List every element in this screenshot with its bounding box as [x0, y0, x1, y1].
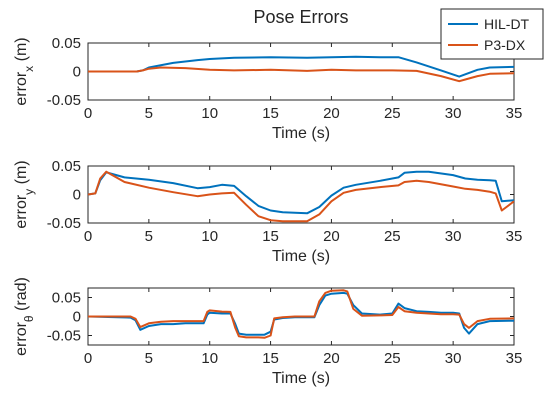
series-line-p3-dx-y: [88, 170, 514, 223]
y-tick-label-theta: -0.05: [47, 328, 81, 345]
legend-box: [440, 8, 544, 60]
y-tick-label-x: -0.05: [47, 92, 81, 109]
y-tick-label-x: 0.05: [52, 35, 81, 52]
figure-title: Pose Errors: [253, 7, 348, 27]
series-line-hil-dt-x: [88, 55, 514, 78]
x-tick-label-y: 15: [262, 228, 279, 245]
legend-label-hil-dt: HIL-DT: [484, 16, 530, 32]
x-tick-label-x: 15: [262, 105, 279, 122]
x-tick-label-theta: 0: [84, 350, 92, 367]
y-tick-label-x: 0: [73, 64, 81, 81]
x-tick-label-y: 30: [445, 228, 462, 245]
series-group-y: [88, 170, 514, 223]
x-tick-label-x: 35: [506, 105, 523, 122]
y-tick-label-y: 0: [73, 187, 81, 204]
x-tick-label-x: 0: [84, 105, 92, 122]
y-axis-label-x: errorx (m): [13, 37, 36, 105]
x-tick-label-theta: 30: [445, 350, 462, 367]
y-tick-label-y: 0.05: [52, 158, 81, 175]
x-tick-label-y: 5: [145, 228, 153, 245]
y-tick-label-theta: 0.05: [52, 290, 81, 307]
x-tick-label-y: 0: [84, 228, 92, 245]
x-tick-label-x: 20: [323, 105, 340, 122]
series-line-p3-dx-theta: [88, 289, 514, 339]
y-tick-label-theta: 0: [73, 309, 81, 326]
x-tick-label-theta: 25: [384, 350, 401, 367]
x-tick-label-theta: 35: [506, 350, 523, 367]
y-axis-label-theta: errorθ (rad): [13, 277, 36, 356]
x-axis-label-y: Time (s): [272, 248, 330, 265]
legend-item-p3-dx: P3-DX: [448, 37, 526, 53]
series-line-hil-dt-y: [88, 170, 514, 215]
x-tick-label-theta: 10: [201, 350, 218, 367]
x-tick-label-x: 5: [145, 105, 153, 122]
x-tick-label-theta: 20: [323, 350, 340, 367]
series-line-p3-dx-x: [88, 66, 514, 83]
legend-label-p3-dx: P3-DX: [484, 37, 526, 53]
x-tick-label-y: 10: [201, 228, 218, 245]
x-axis-label-x: Time (s): [272, 125, 330, 142]
legend-item-hil-dt: HIL-DT: [448, 16, 530, 32]
x-tick-label-y: 20: [323, 228, 340, 245]
x-tick-label-y: 25: [384, 228, 401, 245]
x-tick-label-x: 25: [384, 105, 401, 122]
series-group-theta: [88, 289, 514, 339]
x-tick-label-theta: 5: [145, 350, 153, 367]
x-axis-label-theta: Time (s): [272, 370, 330, 387]
x-tick-label-x: 10: [201, 105, 218, 122]
legend: HIL-DT P3-DX: [440, 8, 544, 60]
x-tick-label-x: 30: [445, 105, 462, 122]
y-axis-label-y: errory (m): [13, 160, 36, 228]
y-tick-label-y: -0.05: [47, 215, 81, 232]
x-tick-label-theta: 15: [262, 350, 279, 367]
series-group-x: [88, 55, 514, 83]
x-tick-label-y: 35: [506, 228, 523, 245]
